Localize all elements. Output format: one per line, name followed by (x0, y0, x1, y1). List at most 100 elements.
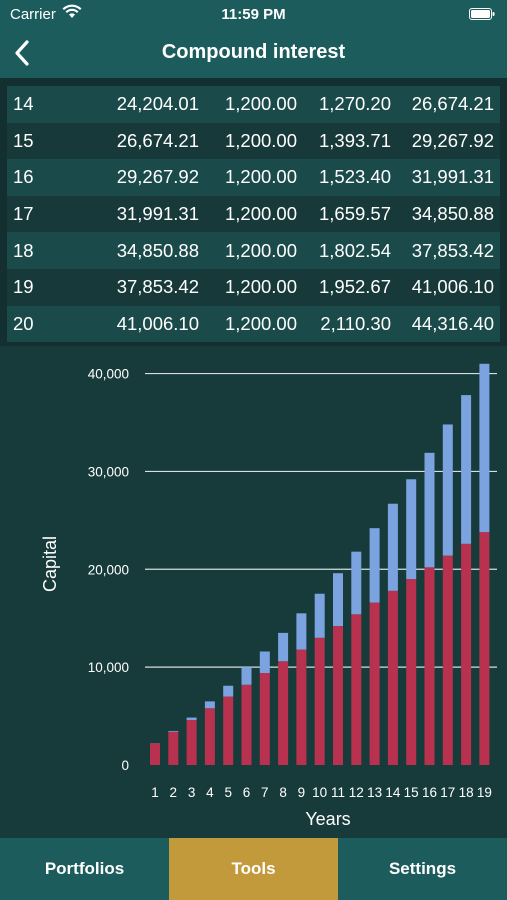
x-tick-label: 9 (298, 785, 306, 800)
bar-interest (333, 573, 343, 627)
bar-interest (204, 701, 215, 709)
bar-principal (186, 719, 197, 765)
bar-principal (278, 661, 289, 765)
bar-principal (479, 532, 490, 765)
x-tick-label: 19 (477, 785, 492, 800)
y-tick-label: 0 (121, 758, 129, 773)
table-row: 18 34,850.88 1,200.00 1,802.54 37,853.42 (7, 232, 500, 269)
deposit-cell: 1,200.00 (224, 239, 297, 261)
bar-principal (241, 684, 252, 765)
year-cell: 19 (13, 276, 34, 298)
table-row: 17 31,991.31 1,200.00 1,659.57 34,850.88 (7, 195, 500, 233)
table-row: 15 26,674.21 1,200.00 1,393.71 29,267.92 (7, 122, 500, 160)
interest-cell: 1,270.20 (318, 93, 391, 115)
y-tick-label: 30,000 (88, 464, 129, 479)
tab-bar: Portfolios Tools Settings (0, 838, 507, 900)
interest-cell: 1,659.57 (318, 203, 391, 225)
y-tick-label: 40,000 (88, 367, 129, 382)
end-capital-cell: 29,267.92 (411, 129, 494, 151)
bar-interest (314, 593, 325, 638)
interest-cell: 1,952.67 (318, 276, 391, 298)
end-capital-cell: 34,850.88 (411, 203, 494, 225)
x-tick-label: 6 (243, 785, 251, 800)
x-tick-label: 16 (422, 785, 437, 800)
deposit-cell: 1,200.00 (224, 166, 297, 188)
bar-interest (351, 551, 362, 615)
bar-interest (296, 613, 307, 650)
start-capital-cell: 31,991.31 (116, 203, 199, 225)
x-tick-label: 11 (331, 785, 345, 800)
table-row: 20 41,006.10 1,200.00 2,110.30 44,316.40 (7, 305, 500, 343)
table-row: 16 29,267.92 1,200.00 1,523.40 31,991.31 (7, 159, 500, 196)
table-row: 14 24,204.01 1,200.00 1,270.20 26,674.21 (7, 86, 500, 123)
bar-principal (150, 743, 160, 765)
chevron-left-icon[interactable] (8, 38, 38, 68)
start-capital-cell: 24,204.01 (116, 93, 199, 115)
bar-principal (204, 708, 215, 765)
x-tick-label: 12 (349, 785, 364, 800)
table-row: 19 37,853.42 1,200.00 1,952.67 41,006.10 (7, 268, 500, 306)
x-tick-label: 14 (385, 785, 401, 800)
x-tick-label: 13 (367, 785, 382, 800)
bar-interest (278, 632, 289, 662)
y-tick-label: 10,000 (88, 660, 129, 675)
interest-cell: 1,393.71 (318, 129, 391, 151)
end-capital-cell: 44,316.40 (411, 312, 494, 334)
bar-interest (387, 503, 398, 591)
bar-interest (369, 528, 380, 603)
battery-icon (469, 8, 495, 20)
bar-principal (259, 673, 270, 765)
bar-interest (406, 479, 417, 580)
interest-table[interactable]: 14 24,204.01 1,200.00 1,270.20 26,674.21 15 26… (0, 78, 507, 346)
start-capital-cell: 29,267.92 (116, 166, 199, 188)
bar-principal (333, 626, 343, 765)
year-cell: 15 (13, 129, 34, 151)
deposit-cell: 1,200.00 (224, 312, 297, 334)
x-tick-label: 1 (151, 785, 159, 800)
clock: 11:59 PM (221, 6, 286, 23)
start-capital-cell: 34,850.88 (116, 239, 199, 261)
x-tick-label: 15 (404, 785, 419, 800)
interest-cell: 1,802.54 (318, 239, 391, 261)
bar-principal (387, 590, 398, 765)
bar-principal (424, 567, 435, 765)
end-capital-cell: 37,853.42 (411, 239, 494, 261)
bar-interest (241, 667, 252, 685)
deposit-cell: 1,200.00 (224, 276, 297, 298)
bar-principal (168, 731, 179, 765)
deposit-cell: 1,200.00 (224, 129, 297, 151)
capital-chart: 0 10,000 20,000 30,000 40,000 1 2 3 4 5 6 7 8 9 10 11 12… (0, 346, 507, 838)
tab-tools[interactable]: Tools (169, 838, 338, 900)
deposit-cell: 1,200.00 (224, 203, 297, 225)
bar-interest (223, 685, 234, 697)
x-tick-label: 3 (188, 785, 196, 800)
interest-cell: 1,523.40 (318, 166, 391, 188)
start-capital-cell: 37,853.42 (116, 276, 199, 298)
page-title: Compound interest (161, 41, 346, 63)
year-cell: 16 (13, 166, 34, 188)
navigation-bar: Compound interest (0, 28, 507, 78)
bar-interest (259, 651, 270, 674)
bar-principal (406, 579, 417, 765)
bar-interest (424, 452, 435, 568)
tab-portfolios[interactable]: Portfolios (44, 859, 125, 878)
x-tick-label: 18 (459, 785, 474, 800)
x-tick-label: 2 (170, 785, 178, 800)
x-tick-label: 4 (206, 785, 214, 800)
bar-principal (314, 637, 325, 765)
tab-settings[interactable]: Settings (388, 859, 457, 878)
bar-principal (296, 649, 307, 765)
year-cell: 20 (13, 312, 34, 334)
x-tick-label: 8 (279, 785, 287, 800)
x-tick-label: 7 (261, 785, 269, 800)
bar-principal (442, 555, 453, 765)
bar-principal (369, 602, 380, 765)
x-tick-label: 10 (312, 785, 327, 800)
bar-principal (461, 543, 472, 765)
bar-principal (223, 696, 234, 765)
status-bar: Carrier 11:59 PM (0, 0, 507, 28)
year-cell: 18 (13, 239, 34, 261)
bar-interest (186, 717, 197, 720)
bar-interest (479, 363, 490, 533)
